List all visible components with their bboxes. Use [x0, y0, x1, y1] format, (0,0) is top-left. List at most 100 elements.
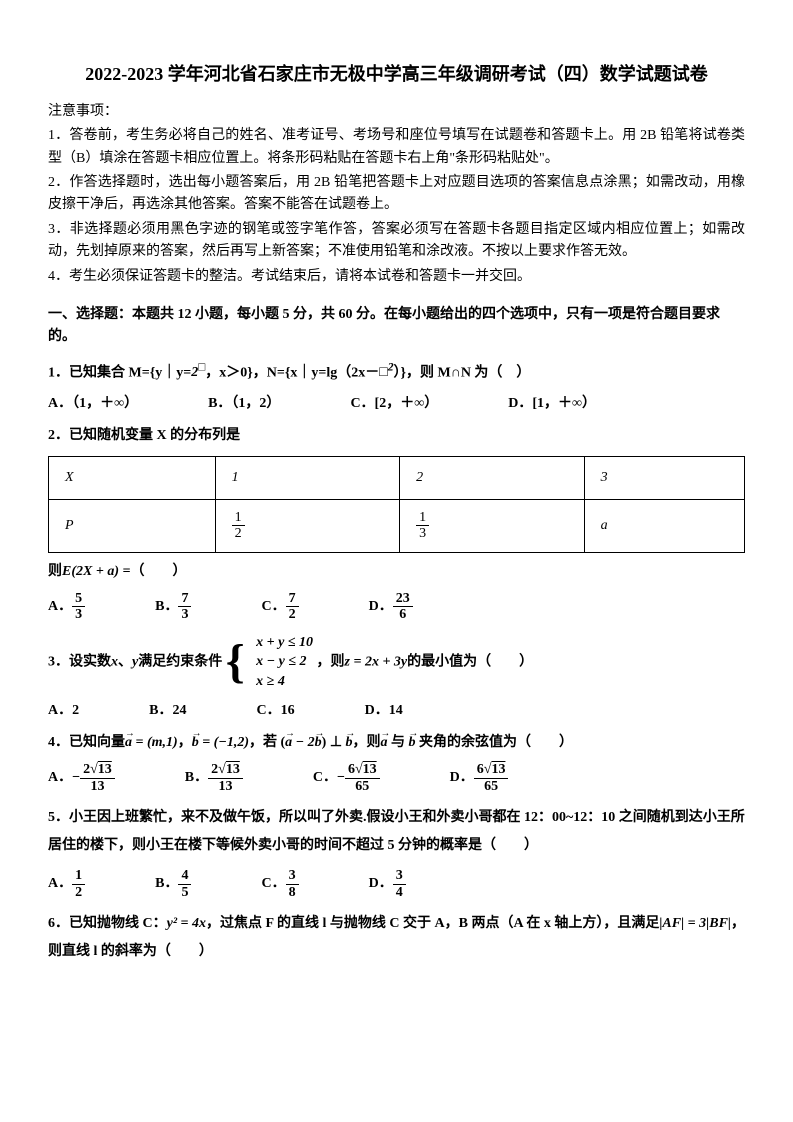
- q4-opt-d: D．6√1365: [450, 762, 509, 794]
- q3-z: z = 2x + 3y: [345, 654, 408, 669]
- q2-table-h1: X: [49, 456, 216, 499]
- notice-header: 注意事项：: [48, 101, 745, 123]
- q3-c2: x − y ≤ 2: [256, 652, 313, 672]
- q4-a-eq: = (m,1): [132, 735, 178, 750]
- q6-af: |AF| = 3|BF|: [659, 916, 731, 931]
- q4-pre: 4．已知向量: [48, 735, 125, 750]
- q4-mid2: ) ⊥: [322, 735, 346, 750]
- q2-then: 则E(2X + a) =（ ）: [48, 561, 745, 583]
- q4-d-sqrt: 13: [491, 762, 505, 777]
- q4-vec-a2: a: [285, 735, 292, 750]
- q2-a-den: 3: [72, 607, 85, 622]
- q2-expr: E(2X + a) =: [62, 564, 130, 579]
- q2-table-p-label: P: [49, 499, 216, 552]
- q2-table-h3: 2: [400, 456, 584, 499]
- q4-a-den: 13: [80, 779, 115, 794]
- q4-opt-c: C．−6√1365: [313, 762, 380, 794]
- question-1: 1．已知集合 M={y｜y=2□，x＞0}，N={x｜y=lg（2x－□2）}，…: [48, 359, 745, 415]
- q5-c-num: 3: [286, 868, 299, 884]
- q4-opt-b: B．2√1313: [185, 762, 243, 794]
- q2-d-num: 23: [393, 591, 413, 607]
- q5-a-den: 2: [72, 885, 85, 900]
- q5-a-num: 1: [72, 868, 85, 884]
- question-4: 4．已知向量a = (m,1)，b = (−1,2)，若 (a − 2b) ⊥ …: [48, 732, 745, 794]
- q4-opt-a: A．−2√1313: [48, 762, 115, 794]
- q1-opt-d: D．[1，＋∞）: [508, 393, 596, 415]
- q5-b-num: 4: [178, 868, 191, 884]
- q2-p1-num: 1: [232, 510, 245, 526]
- q4-vec-b2: b: [315, 735, 322, 750]
- q4-c-sign: −: [337, 771, 345, 786]
- q2-opt-a: A．53: [48, 591, 85, 623]
- q2-paren: （ ）: [130, 564, 186, 579]
- q2-a-label: A．: [48, 599, 72, 614]
- q4-d-label: D．: [450, 771, 474, 786]
- q5-opt-c: C．38: [261, 868, 298, 900]
- q1-opt-a: A．（1，＋∞）: [48, 393, 138, 415]
- q2-b-num: 7: [178, 591, 191, 607]
- q2-table-p2: 13: [400, 499, 584, 552]
- q4-b-den: 13: [208, 779, 243, 794]
- q3-c1: x + y ≤ 10: [256, 633, 313, 653]
- q3-opt-d: D．14: [365, 700, 403, 722]
- q4-vec-b: b: [192, 735, 199, 750]
- q2-b-label: B．: [155, 599, 178, 614]
- q6-mid: ，过焦点 F 的直线 l 与抛物线 C 交于 A，B 两点（A 在 x 轴上方）…: [206, 916, 659, 931]
- q4-a-sqrt: 13: [98, 762, 112, 777]
- q2-a-num: 5: [72, 591, 85, 607]
- q5-b-den: 5: [178, 885, 191, 900]
- q2-opt-d: D．236: [369, 591, 413, 623]
- q3-opt-b: B．24: [149, 700, 186, 722]
- q2-then-text: 则: [48, 564, 62, 579]
- q4-b-sqrt: 13: [226, 762, 240, 777]
- q2-c-label: C．: [261, 599, 285, 614]
- q5-c-den: 8: [286, 885, 299, 900]
- q1-text: 1．已知集合 M={y｜y=2□，x＞0}，N={x｜y=lg（2x－□2）}，…: [48, 359, 745, 385]
- q3-constraints: { x + y ≤ 10 x − y ≤ 2 x ≥ 4: [226, 633, 313, 692]
- q3-x: x: [111, 654, 118, 669]
- question-3: 3．设实数x、y满足约束条件 { x + y ≤ 10 x − y ≤ 2 x …: [48, 633, 745, 722]
- q1-opt-b: B．（1，2）: [208, 393, 280, 415]
- q3-mid1: 、: [118, 654, 132, 669]
- q4-a-label: A．: [48, 771, 72, 786]
- q3-mid2: 满足约束条件: [138, 654, 222, 669]
- notice-3: 3．非选择题必须用黑色字迹的钢笔或签字笔作答，答案必须写在答题卡各题目指定区域内…: [48, 219, 745, 264]
- q1-exp1: 2□: [191, 365, 205, 380]
- notice-2: 2．作答选择题时，选出每小题答案后，用 2B 铅笔把答题卡上对应题目选项的答案信…: [48, 172, 745, 217]
- question-2: 2．已知随机变量 X 的分布列是 X 1 2 3 P 12 13 a 则E(2X…: [48, 425, 745, 623]
- q2-table-p3: a: [584, 499, 744, 552]
- q4-d-den: 65: [474, 779, 509, 794]
- q4-a-num: 2√13: [80, 762, 115, 778]
- q4-b-eq: = (−1,2): [199, 735, 249, 750]
- question-6: 6．已知抛物线 C：y² = 4x，过焦点 F 的直线 l 与抛物线 C 交于 …: [48, 910, 745, 966]
- q4-c-coef: 6: [348, 762, 355, 777]
- q3-post1: ，则: [317, 654, 345, 669]
- q3-text: 3．设实数x、y满足约束条件 { x + y ≤ 10 x − y ≤ 2 x …: [48, 633, 745, 692]
- q1-opt-c: C．[2，＋∞）: [350, 393, 438, 415]
- q4-post: ，则: [353, 735, 381, 750]
- q2-d-label: D．: [369, 599, 393, 614]
- q4-post3: 夹角的余弦值为（ ）: [416, 735, 574, 750]
- q2-c-den: 2: [286, 607, 299, 622]
- q2-d-den: 6: [393, 607, 413, 622]
- q4-d-num: 6√13: [474, 762, 509, 778]
- q4-b-num: 2√13: [208, 762, 243, 778]
- q5-d-num: 3: [393, 868, 406, 884]
- q2-table-h2: 1: [215, 456, 399, 499]
- q2-p2-den: 3: [416, 526, 429, 541]
- q6-text: 6．已知抛物线 C：y² = 4x，过焦点 F 的直线 l 与抛物线 C 交于 …: [48, 910, 745, 966]
- q3-c3: x ≥ 4: [256, 672, 313, 692]
- q3-opt-c: C．16: [256, 700, 294, 722]
- q2-text: 2．已知随机变量 X 的分布列是: [48, 425, 745, 447]
- q2-c-num: 7: [286, 591, 299, 607]
- q4-a-sign: −: [72, 771, 80, 786]
- q5-options: A．12 B．45 C．38 D．34: [48, 868, 745, 900]
- q2-opt-b: B．73: [155, 591, 191, 623]
- q2-p2-num: 1: [416, 510, 429, 526]
- q5-opt-d: D．34: [369, 868, 406, 900]
- q4-a-coef: 2: [83, 762, 90, 777]
- q4-d-coef: 6: [477, 762, 484, 777]
- q5-c-label: C．: [261, 876, 285, 891]
- q4-c-num: 6√13: [345, 762, 380, 778]
- exam-title: 2022-2023 学年河北省石家庄市无极中学高三年级调研考试（四）数学试题试卷: [48, 60, 745, 89]
